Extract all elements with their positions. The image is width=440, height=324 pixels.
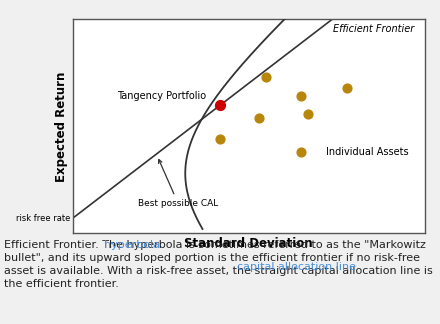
Text: Best possible CAL: Best possible CAL [138, 159, 218, 208]
Text: capital allocation line: capital allocation line [237, 262, 356, 272]
Text: hyperbola: hyperbola [104, 240, 160, 250]
Point [298, 149, 305, 155]
Point [217, 102, 224, 108]
Y-axis label: Expected Return: Expected Return [55, 71, 69, 181]
Point [256, 115, 263, 121]
Point [305, 111, 312, 116]
Text: Efficient Frontier: Efficient Frontier [333, 24, 414, 34]
Text: Tangency Portfolio: Tangency Portfolio [117, 91, 206, 101]
Point [344, 85, 351, 90]
Text: risk free rate: risk free rate [16, 214, 71, 223]
Text: Efficient Frontier. The hyperbola is sometimes referred to as the "Markowitz
bul: Efficient Frontier. The hyperbola is som… [4, 240, 433, 289]
Text: Individual Assets: Individual Assets [326, 147, 409, 157]
Point [263, 75, 270, 80]
X-axis label: Standard Deviation: Standard Deviation [184, 237, 313, 250]
Point [217, 137, 224, 142]
Point [298, 94, 305, 99]
